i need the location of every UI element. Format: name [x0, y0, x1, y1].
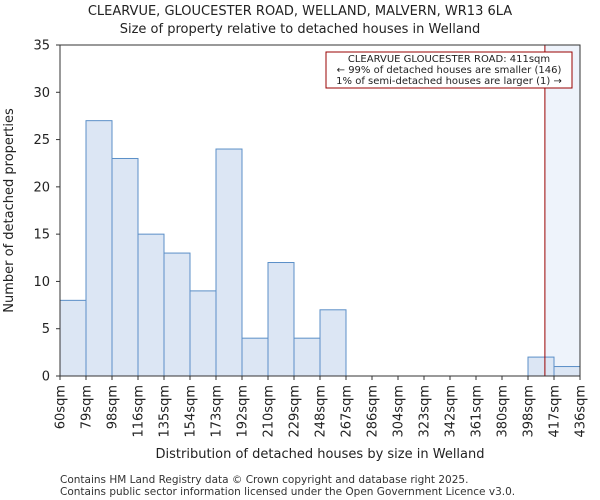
x-tick-label: 267sqm	[340, 385, 355, 438]
y-axis: 0 5 10 15 20 25 30 35	[33, 39, 60, 385]
x-tick-label: 229sqm	[288, 385, 303, 438]
x-axis: 60sqm 79sqm 98sqm 116sqm 135sqm 154sqm 173sqm 1…	[54, 376, 589, 438]
bars-group	[59, 120, 581, 377]
bar-192sqm	[241, 337, 269, 377]
x-tick-label: 173sqm	[210, 385, 225, 438]
x-tick-label: 135sqm	[158, 385, 173, 438]
bar-417sqm	[553, 366, 581, 377]
x-tick-label: 436sqm	[574, 385, 589, 438]
chart-title-address: CLEARVUE, GLOUCESTER ROAD, WELLAND, MALV…	[87, 4, 513, 19]
x-tick-label: 361sqm	[470, 385, 485, 438]
x-tick-label: 323sqm	[418, 385, 433, 438]
y-tick-label: 30	[33, 86, 50, 101]
annotation-box: CLEARVUE GLOUCESTER ROAD: 411sqm ← 99% o…	[325, 51, 573, 89]
x-tick-label: 286sqm	[366, 385, 381, 438]
annotation-line-3: 1% of semi-detached houses are larger (1…	[336, 76, 562, 87]
y-tick-label: 5	[42, 322, 50, 337]
y-tick-label: 15	[33, 228, 50, 243]
bar-398sqm	[527, 356, 555, 377]
y-tick-label: 25	[33, 133, 50, 148]
annotation-line-2: ← 99% of detached houses are smaller (14…	[337, 65, 562, 76]
x-tick-label: 79sqm	[80, 385, 95, 429]
bar-79sqm	[85, 120, 113, 377]
footer-copyright: Contains HM Land Registry data © Crown c…	[60, 474, 469, 486]
x-tick-label: 304sqm	[392, 385, 407, 438]
x-axis-label: Distribution of detached houses by size …	[156, 447, 485, 462]
bar-210sqm	[267, 262, 295, 377]
y-tick-label: 20	[33, 180, 50, 195]
y-axis-label: Number of detached properties	[2, 108, 17, 313]
x-tick-label: 98sqm	[106, 385, 121, 429]
x-tick-label: 398sqm	[522, 385, 537, 438]
bar-173sqm	[215, 148, 243, 377]
x-tick-label: 154sqm	[184, 385, 199, 438]
histogram-chart: 0 5 10 15 20 25 30 35 60sqm 79sqm 98sqm 116sqm 135s…	[2, 39, 589, 463]
x-tick-label: 380sqm	[496, 385, 511, 438]
x-tick-label: 116sqm	[132, 385, 147, 438]
y-tick-label: 35	[33, 39, 50, 54]
x-tick-label: 192sqm	[236, 385, 251, 438]
larger-properties-shade	[544, 45, 580, 376]
x-tick-label: 417sqm	[548, 385, 563, 438]
bar-229sqm	[293, 337, 321, 377]
x-tick-label: 60sqm	[54, 385, 69, 429]
chart-subtitle: Size of property relative to detached ho…	[119, 22, 481, 37]
bar-248sqm	[319, 309, 347, 377]
annotation-border	[325, 51, 573, 89]
x-tick-label: 210sqm	[262, 385, 277, 438]
bar-116sqm	[137, 233, 165, 377]
y-tick-label: 0	[42, 370, 50, 385]
bar-135sqm	[163, 252, 191, 377]
bar-154sqm	[189, 290, 217, 377]
x-tick-label: 342sqm	[444, 385, 459, 438]
bar-60sqm	[59, 299, 87, 377]
footer-licence: Contains public sector information licen…	[60, 486, 516, 498]
y-tick-label: 10	[33, 275, 50, 290]
x-tick-label: 248sqm	[314, 385, 329, 438]
plot-frame	[59, 44, 581, 377]
annotation-line-1: CLEARVUE GLOUCESTER ROAD: 411sqm	[348, 54, 550, 65]
bar-98sqm	[111, 157, 139, 377]
